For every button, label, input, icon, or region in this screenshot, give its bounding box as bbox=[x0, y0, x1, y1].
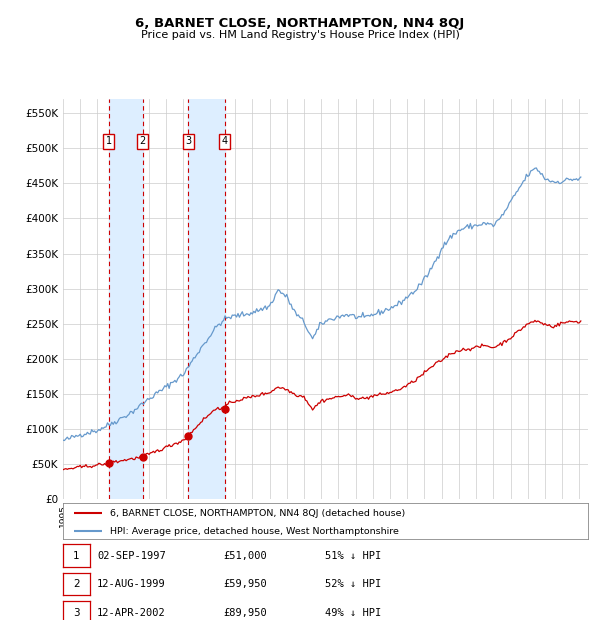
Text: 12-APR-2002: 12-APR-2002 bbox=[97, 608, 166, 618]
Bar bbox=[188, 99, 225, 499]
Text: 6, BARNET CLOSE, NORTHAMPTON, NN4 8QJ (detached house): 6, BARNET CLOSE, NORTHAMPTON, NN4 8QJ (d… bbox=[110, 508, 406, 518]
Text: 6, BARNET CLOSE, NORTHAMPTON, NN4 8QJ: 6, BARNET CLOSE, NORTHAMPTON, NN4 8QJ bbox=[136, 17, 464, 30]
Text: 3: 3 bbox=[73, 608, 80, 618]
Text: 51% ↓ HPI: 51% ↓ HPI bbox=[325, 551, 382, 560]
Text: HPI: Average price, detached house, West Northamptonshire: HPI: Average price, detached house, West… bbox=[110, 527, 399, 536]
Bar bbox=[109, 99, 143, 499]
Text: £59,950: £59,950 bbox=[223, 579, 267, 589]
Text: 02-SEP-1997: 02-SEP-1997 bbox=[97, 551, 166, 560]
Text: 1: 1 bbox=[73, 551, 80, 560]
Text: 2: 2 bbox=[73, 579, 80, 589]
Text: Price paid vs. HM Land Registry's House Price Index (HPI): Price paid vs. HM Land Registry's House … bbox=[140, 30, 460, 40]
Text: 49% ↓ HPI: 49% ↓ HPI bbox=[325, 608, 382, 618]
Text: £89,950: £89,950 bbox=[223, 608, 267, 618]
Text: 2: 2 bbox=[139, 136, 146, 146]
Text: 1: 1 bbox=[106, 136, 112, 146]
Text: 4: 4 bbox=[222, 136, 228, 146]
Text: 3: 3 bbox=[185, 136, 191, 146]
Text: 52% ↓ HPI: 52% ↓ HPI bbox=[325, 579, 382, 589]
Text: £51,000: £51,000 bbox=[223, 551, 267, 560]
Text: 12-AUG-1999: 12-AUG-1999 bbox=[97, 579, 166, 589]
